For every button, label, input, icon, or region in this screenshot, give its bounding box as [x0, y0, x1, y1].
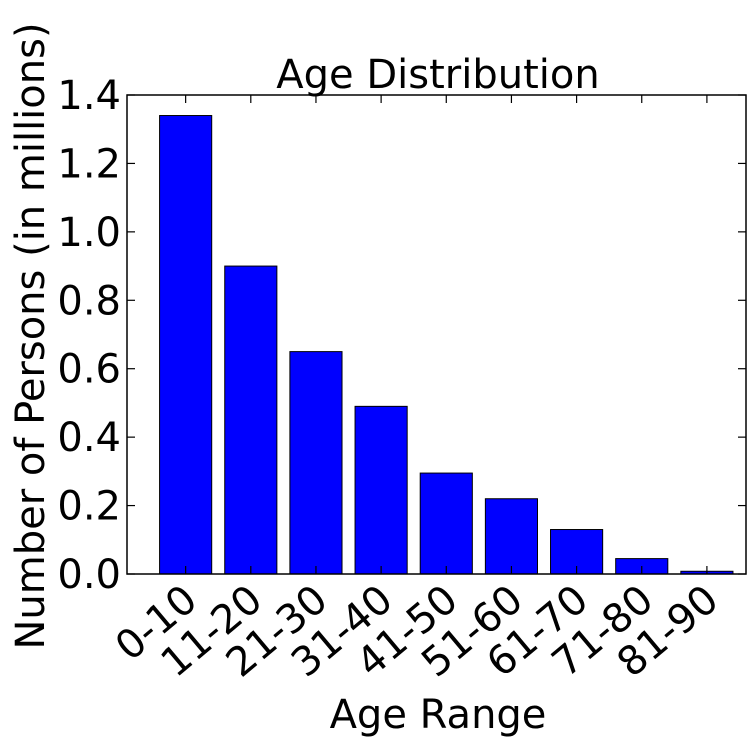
chart-title: Age Distribution — [276, 52, 599, 98]
ytick-label: 1.4 — [57, 73, 121, 119]
ytick-label: 1.0 — [57, 210, 121, 256]
ticks-group — [127, 94, 746, 575]
bar-21-30 — [289, 351, 343, 575]
x-axis-label: Age Range — [330, 692, 547, 738]
ytick-label: 0.0 — [57, 552, 121, 598]
bar-11-20 — [224, 265, 278, 575]
bar-0-10 — [159, 115, 213, 575]
bar-41-50 — [419, 472, 473, 575]
bars-group — [159, 115, 734, 575]
y-tick-labels: 0.0 0.2 0.4 0.6 0.8 1.0 1.2 1.4 — [57, 73, 121, 598]
ytick-label: 0.2 — [57, 484, 121, 530]
x-tick-labels: 0-1011-2021-3031-4041-5051-6061-7071-808… — [107, 576, 727, 686]
ytick-label: 0.8 — [57, 278, 121, 324]
y-axis-label: Number of Persons (in millions) — [8, 22, 54, 649]
plot-frame — [126, 94, 747, 575]
ytick-label: 0.4 — [57, 415, 121, 461]
bar-51-60 — [484, 498, 538, 575]
ytick-label: 0.6 — [57, 347, 121, 393]
ytick-label: 1.2 — [57, 141, 121, 187]
bar-31-40 — [354, 405, 408, 575]
